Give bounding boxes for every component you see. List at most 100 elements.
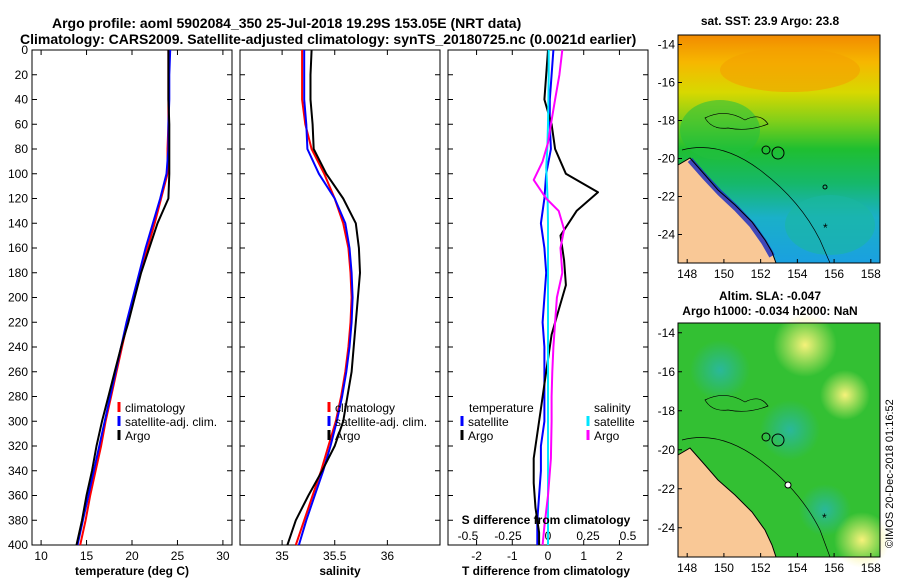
x-tick-label: -2: [471, 549, 482, 563]
sst-warm-patch: [720, 48, 860, 92]
lat-tick-label: -22: [658, 190, 676, 204]
sla-coastline: [677, 447, 777, 558]
lat-tick-label: -20: [658, 152, 676, 166]
depth-tick-label: 260: [8, 365, 28, 379]
lon-tick-label: 154: [787, 561, 807, 575]
depth-tick-label: 100: [8, 167, 28, 181]
sla-low-patch: [760, 400, 820, 460]
lat-tick-label: -24: [658, 228, 676, 242]
salinity-x-ticks: 35 35.5 36: [275, 50, 394, 563]
legend-satellite-label: satellite-adj. clim.: [335, 415, 427, 429]
sla-map-title-1: Altim. SLA: -0.047: [719, 289, 821, 303]
temperature-series: [75, 49, 172, 546]
depth-tick-label: 120: [8, 192, 28, 206]
depth-tick-label: 20: [15, 68, 29, 82]
sst-bathymetry-contour: [681, 147, 831, 264]
lon-tick-label: 152: [751, 267, 771, 281]
lat-tick-label: -16: [658, 365, 676, 379]
salinity-series: [286, 49, 361, 546]
series-line-temperature-argo: [532, 49, 599, 545]
lon-tick-label: 156: [824, 561, 844, 575]
salinity-legend: climatology satellite-adj. clim. Argo: [327, 401, 427, 443]
salinity-xlabel: salinity: [319, 564, 361, 578]
s-difference-tick-label: -0.25: [494, 529, 522, 543]
legend-salinity-title: salinity: [594, 401, 631, 415]
lat-tick-label: -20: [658, 443, 676, 457]
depth-tick-label: 180: [8, 266, 28, 280]
lon-tick-label: 148: [677, 561, 697, 575]
series-line-salinity-argo: [532, 49, 566, 546]
depth-tick-label: 340: [8, 464, 28, 478]
difference-series: [532, 49, 599, 546]
legend-s-argo-label: Argo: [594, 429, 620, 443]
sst-green-patch: [680, 100, 760, 160]
imos-timestamp: ©IMOS 20-Dec-2018 01:16:52: [884, 399, 896, 548]
x-tick-label: -1: [507, 549, 518, 563]
lon-tick-label: 148: [677, 267, 697, 281]
salinity-y-ticks: [240, 49, 440, 546]
depth-tick-label: 240: [8, 340, 28, 354]
sst-reef-circle: [822, 184, 828, 190]
lon-tick-label: 156: [824, 267, 844, 281]
sla-map-title-2: Argo h1000: -0.034 h2000: NaN: [682, 304, 857, 318]
depth-tick-label: 360: [8, 489, 28, 503]
temperature-xlabel: temperature (deg C): [75, 564, 189, 578]
lat-tick-label: -14: [658, 326, 676, 340]
x-tick-label: 20: [125, 549, 139, 563]
lat-tick-label: -18: [658, 114, 676, 128]
depth-tick-label: 40: [15, 93, 29, 107]
legend-s-satellite-label: satellite: [594, 415, 635, 429]
sst-reef-circle: [761, 145, 771, 155]
sst-map: sat. SST: 23.9 Argo: 23.8 * 148 150 152 154…: [658, 14, 881, 281]
x-tick-label: 30: [216, 549, 230, 563]
sla-bathymetry-contour: [681, 437, 831, 558]
lon-tick-label: 158: [861, 561, 881, 575]
temperature-legend: climatology satellite-adj. clim. Argo: [117, 401, 217, 443]
depth-tick-label: 60: [15, 117, 29, 131]
lon-tick-label: 150: [714, 267, 734, 281]
sst-reef-circle: [771, 146, 785, 160]
depth-tick-label: 140: [8, 216, 28, 230]
legend-argo-label: Argo: [335, 429, 361, 443]
series-line-salinity-satellite: [545, 50, 550, 545]
s-difference-xlabel: S difference from climatology: [462, 513, 631, 527]
sla-reef-circle: [784, 481, 792, 489]
depth-tick-label: 320: [8, 439, 28, 453]
sst-coastline: [677, 157, 777, 264]
sla-map: Altim. SLA: -0.047 Argo h1000: -0.034 h2…: [658, 289, 890, 575]
difference-legend: temperature satellite Argo salinity sate…: [460, 401, 635, 443]
lat-tick-label: -22: [658, 482, 676, 496]
lon-tick-label: 154: [787, 267, 807, 281]
series-line-argo: [75, 50, 171, 546]
salinity-difference-ticks: -0.5 -0.25 0 0.25 0.5: [458, 529, 637, 543]
x-tick-label: 35.5: [323, 549, 347, 563]
depth-tick-label: 160: [8, 241, 28, 255]
t-difference-xlabel: T difference from climatology: [462, 564, 630, 578]
x-tick-label: 36: [381, 549, 395, 563]
lat-tick-label: -24: [658, 521, 676, 535]
legend-temperature-title: temperature: [469, 401, 534, 415]
x-tick-label: 0: [545, 549, 552, 563]
x-tick-label: 10: [34, 549, 48, 563]
sla-high-patch: [820, 370, 870, 420]
depth-tick-label: 220: [8, 315, 28, 329]
depth-tick-label: 0: [21, 43, 28, 57]
sla-low-patch: [799, 484, 851, 536]
legend-climatology-label: climatology: [125, 401, 185, 415]
sla-high-patch: [773, 313, 837, 377]
s-difference-tick-label: -0.5: [458, 529, 479, 543]
sla-reef-outline: [704, 395, 769, 412]
argo-position-marker: *: [822, 511, 827, 525]
sla-reef-circle: [761, 432, 771, 442]
sla-high-patch: [834, 512, 890, 568]
x-tick-label: 35: [275, 549, 289, 563]
sst-reef-outline: [704, 113, 769, 130]
difference-y-ticks: [448, 49, 648, 546]
x-tick-label: 2: [616, 549, 623, 563]
depth-tick-label: 280: [8, 390, 28, 404]
x-tick-label: 1: [580, 549, 587, 563]
lon-tick-label: 150: [714, 561, 734, 575]
legend-satellite-label: satellite-adj. clim.: [125, 415, 217, 429]
s-difference-tick-label: 0.5: [620, 529, 637, 543]
